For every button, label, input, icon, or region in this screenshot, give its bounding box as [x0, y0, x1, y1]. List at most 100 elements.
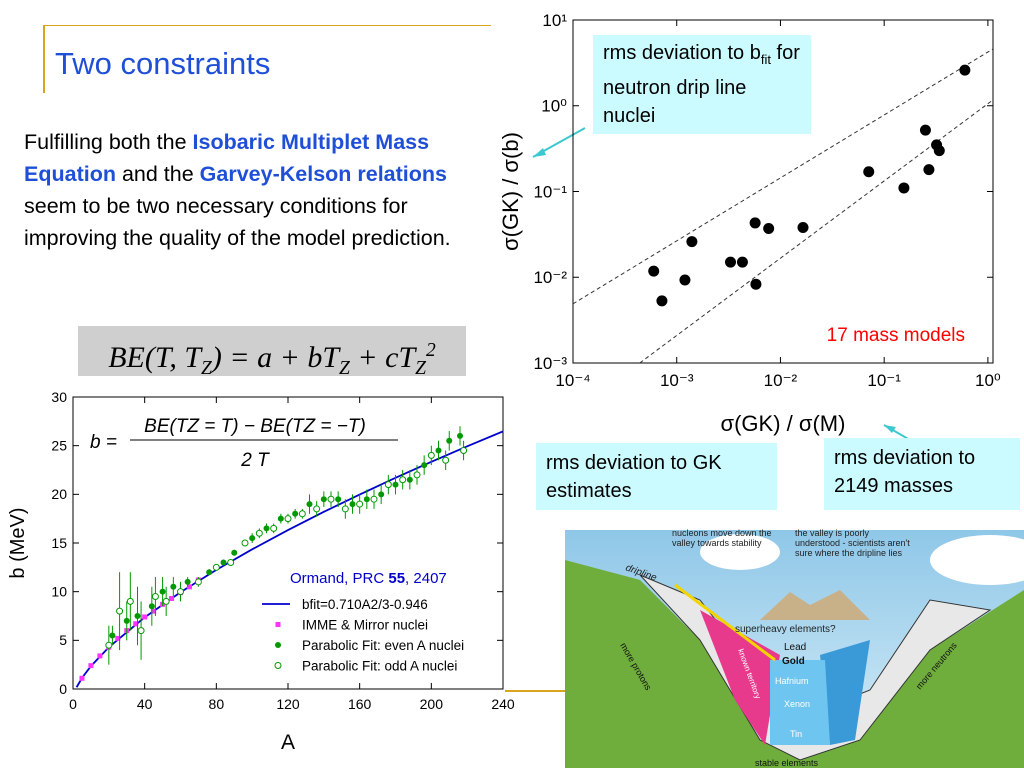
body-text: Fulfilling both the Isobaric Multiplet M… — [24, 126, 494, 254]
illustration-label: Lead — [784, 642, 806, 653]
point — [177, 588, 184, 596]
point — [457, 432, 463, 439]
stable-band — [770, 660, 830, 745]
text-part: fit — [760, 52, 771, 67]
annotation: Ormand, PRC 55, 2407 — [290, 570, 447, 587]
point — [435, 447, 442, 454]
text-part: Isobaric Multiplet Mass Equation — [24, 130, 430, 186]
text-part: Z — [415, 358, 427, 379]
point — [79, 675, 85, 681]
x-tick-label: 40 — [137, 696, 153, 712]
point — [959, 64, 971, 76]
point — [378, 491, 385, 498]
plot-area — [75, 426, 503, 688]
point — [126, 597, 134, 605]
cloud — [930, 535, 1024, 585]
point — [123, 617, 130, 624]
point — [162, 597, 170, 605]
point — [392, 481, 399, 488]
point — [923, 164, 935, 176]
point — [313, 505, 321, 513]
text-part: for neutron drip line nuclei — [603, 42, 800, 127]
text-part: , 2407 — [405, 570, 447, 587]
y-tick-label: 10⁻³ — [533, 354, 567, 373]
formula-lhs: b = — [90, 432, 117, 453]
point — [241, 539, 249, 547]
point — [446, 437, 453, 444]
text-part: Garvey-Kelson relations — [199, 162, 448, 186]
accent-line — [43, 25, 491, 26]
callout: rms deviation to bfit for neutron drip l… — [593, 35, 811, 134]
point — [134, 613, 141, 619]
y-tick-label: 10 — [51, 584, 67, 600]
point — [151, 593, 159, 601]
x-axis-label: σ(GK) / σ(M) — [721, 411, 846, 436]
illustration-label: Tin — [790, 729, 802, 739]
text-part: BE(T, T — [108, 341, 202, 374]
point — [656, 295, 668, 307]
x-tick-label: 80 — [209, 696, 225, 712]
point — [427, 451, 435, 459]
point — [105, 641, 113, 649]
x-tick-label: 120 — [276, 696, 300, 712]
callout: rms deviation to 2149 masses — [824, 438, 1020, 510]
valley-ground — [565, 560, 1024, 768]
y-tick-label: 10⁻² — [533, 268, 567, 287]
guide-line — [573, 48, 993, 305]
point — [421, 462, 428, 469]
point — [648, 265, 660, 277]
point — [863, 166, 875, 178]
arrow-head — [884, 425, 896, 433]
point — [159, 588, 166, 595]
text-part: seem to be two necessary conditions for … — [24, 194, 451, 250]
point — [341, 505, 349, 513]
point — [194, 578, 202, 586]
point — [736, 256, 748, 268]
legend-label: IMME & Mirror nuclei — [302, 618, 428, 633]
guide-line — [639, 99, 993, 363]
point — [220, 559, 227, 566]
equation: BE(T, TZ) = a + bTZ + cTZ2 — [78, 326, 466, 379]
y-tick-label: 25 — [51, 438, 67, 454]
point — [898, 182, 910, 194]
text-part: rms deviation to b — [603, 42, 761, 64]
point — [349, 501, 356, 508]
y-tick-label: 10⁻¹ — [533, 182, 567, 201]
legend-swatch — [275, 642, 281, 648]
text-part: and the — [115, 162, 200, 186]
mountain — [760, 590, 870, 620]
formula-denominator: 2 T — [240, 450, 270, 471]
illustration: nucleons move down the valley towards st… — [565, 528, 1024, 768]
point — [109, 632, 116, 639]
known-region — [820, 640, 870, 745]
illustration-label: Gold — [782, 656, 805, 667]
point — [231, 549, 238, 556]
cloud — [700, 534, 780, 570]
legend-swatch — [274, 662, 282, 669]
x-tick-label: 10⁰ — [975, 371, 1001, 390]
point — [335, 496, 342, 503]
point — [284, 515, 292, 523]
point — [686, 236, 698, 248]
text-part: + cT — [349, 341, 416, 374]
x-tick-label: 10⁻⁴ — [555, 371, 590, 390]
plot-area — [573, 48, 993, 363]
point — [255, 529, 263, 537]
x-tick-label: 10⁻³ — [660, 371, 694, 390]
illustration-label: Xenon — [784, 699, 810, 709]
arrow-head — [533, 148, 546, 157]
y-tick-label: 5 — [59, 632, 67, 648]
point — [148, 603, 155, 610]
point — [151, 608, 157, 614]
point — [186, 584, 192, 590]
point — [298, 510, 306, 518]
x-tick-label: 0 — [69, 696, 77, 712]
point — [327, 495, 335, 503]
y-axis-label: b (MeV) — [7, 507, 29, 578]
point — [142, 614, 148, 620]
point — [356, 500, 364, 508]
illustration-label: superheavy elements? — [735, 624, 836, 635]
point — [919, 124, 931, 136]
text-part: Fulfilling both the — [24, 130, 193, 154]
